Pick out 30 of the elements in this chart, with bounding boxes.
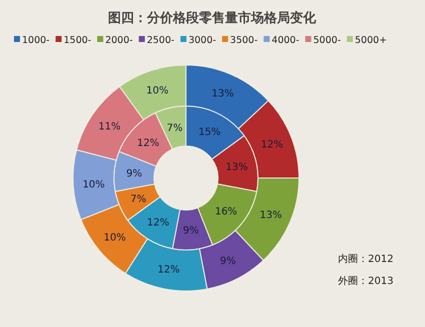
data-label: 13%	[260, 210, 282, 222]
data-label: 12%	[158, 264, 180, 276]
data-label: 7%	[130, 194, 146, 206]
data-label: 10%	[82, 179, 105, 190]
data-label: 12%	[136, 138, 160, 149]
data-label: 10%	[104, 232, 126, 244]
data-label: 16%	[214, 206, 238, 218]
legend-label: 3500-	[230, 35, 258, 46]
data-label: 12%	[260, 139, 284, 150]
legend-label: 1500-	[64, 35, 92, 46]
data-label: 11%	[98, 122, 121, 133]
data-label: 9%	[126, 168, 142, 180]
legend-label: 5000+	[354, 35, 388, 46]
legend-label: 5000-	[313, 35, 341, 46]
legend-label: 4000-	[272, 35, 300, 46]
data-label: 13%	[212, 88, 234, 100]
data-label: 12%	[147, 217, 170, 228]
data-label: 13%	[226, 162, 248, 174]
chart-title: 图四：分价格段零售量市场格局变化	[108, 10, 317, 26]
data-label: 7%	[166, 122, 183, 134]
legend-label: 1000-	[22, 35, 50, 46]
text: 外圈：2013	[338, 276, 394, 287]
data-label: 10%	[146, 86, 169, 97]
legend-label: 3000-	[188, 35, 216, 46]
data-label: 9%	[220, 256, 236, 267]
legend-label: 2000-	[105, 35, 133, 46]
text: 内圈：2012	[338, 253, 394, 265]
legend-label: 2500-	[146, 35, 174, 46]
data-label: 9%	[182, 225, 199, 236]
data-label: 15%	[198, 127, 221, 138]
